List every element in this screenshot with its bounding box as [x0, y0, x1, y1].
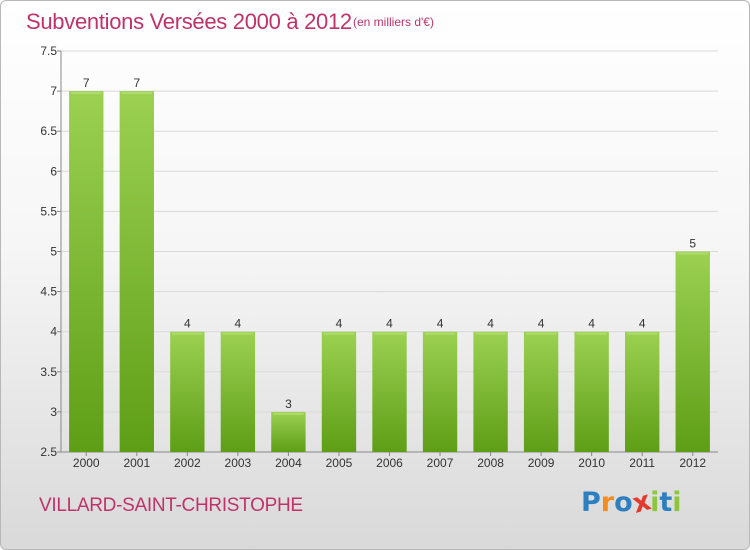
chart-title: Subventions Versées 2000 à 2012: [26, 9, 352, 34]
x-tick-label: 2004: [275, 456, 302, 470]
logo-letter: P: [581, 487, 601, 518]
logo-letter: i: [650, 487, 660, 518]
y-tick-label: 4.5: [40, 285, 57, 299]
bar-highlight: [71, 92, 102, 95]
bar-value-label: 4: [386, 317, 393, 331]
x-tick-label: 2000: [73, 456, 100, 470]
bar-highlight: [627, 332, 658, 335]
x-tick-label: 2001: [123, 456, 150, 470]
bar: [625, 331, 660, 452]
y-tick-label: 7.5: [40, 44, 57, 58]
bar-value-label: 4: [235, 317, 242, 331]
place-name: VILLARD-SAINT-CHRISTOPHE: [39, 495, 303, 516]
bar-value-label: 4: [437, 317, 444, 331]
proxiti-logo: Proxiti: [581, 485, 682, 519]
bar: [69, 91, 104, 452]
y-tick-label: 6: [50, 164, 57, 178]
bar-highlight: [323, 332, 355, 335]
bar-highlight: [677, 252, 708, 255]
bar: [422, 331, 458, 452]
bar-highlight: [475, 332, 506, 335]
bar-highlight: [273, 412, 304, 415]
bar-highlight: [222, 332, 254, 335]
bar-value-label: 4: [639, 317, 646, 331]
bar-value-label: 4: [336, 317, 343, 331]
bar-highlight: [374, 332, 405, 335]
x-tick-label: 2010: [578, 456, 605, 470]
y-tick-label: 3.5: [40, 365, 57, 379]
bar-highlight: [172, 332, 203, 335]
bar-highlight: [525, 332, 557, 335]
x-tick-label: 2007: [427, 456, 454, 470]
logo-letter: i: [672, 487, 682, 518]
bar: [321, 331, 357, 452]
bar-highlight: [576, 332, 607, 335]
bar-value-label: 5: [689, 237, 696, 251]
bar: [574, 331, 609, 452]
x-tick-label: 2006: [376, 456, 403, 470]
bar-value-label: 4: [487, 317, 494, 331]
y-tick-label: 7: [50, 84, 57, 98]
y-tick-label: 5.5: [40, 204, 57, 218]
bar-value-label: 4: [184, 317, 191, 331]
bar: [473, 331, 508, 452]
y-tick-label: 5: [50, 245, 57, 259]
logo-letter: t: [659, 487, 673, 518]
x-tick-label: 2009: [528, 456, 555, 470]
x-tick-label: 2012: [679, 456, 706, 470]
y-tick-label: 6.5: [40, 124, 57, 138]
bar: [220, 331, 256, 452]
x-tick-label: 2005: [326, 456, 353, 470]
logo-letter: r: [600, 487, 615, 518]
bar: [675, 251, 710, 452]
bar: [372, 331, 407, 452]
bar-value-label: 7: [133, 76, 140, 90]
bar: [271, 411, 306, 452]
chart-subtitle: (en milliers d'€): [353, 15, 434, 29]
y-tick-label: 2.5: [40, 445, 57, 459]
bar-value-label: 4: [588, 317, 595, 331]
y-tick-label: 4: [50, 325, 57, 339]
x-tick-label: 2002: [174, 456, 201, 470]
bar: [170, 331, 205, 452]
x-tick-label: 2011: [629, 456, 655, 470]
bar: [119, 91, 154, 452]
x-tick-label: 2008: [477, 456, 504, 470]
x-tick-label: 2003: [225, 456, 252, 470]
bar: [523, 331, 559, 452]
bar-highlight: [424, 332, 456, 335]
bar-value-label: 7: [83, 76, 90, 90]
bar-value-label: 3: [285, 397, 292, 411]
bar-highlight: [121, 92, 152, 95]
logo-letter: o: [614, 487, 633, 518]
bar-value-label: 4: [538, 317, 545, 331]
y-tick-label: 3: [50, 405, 57, 419]
